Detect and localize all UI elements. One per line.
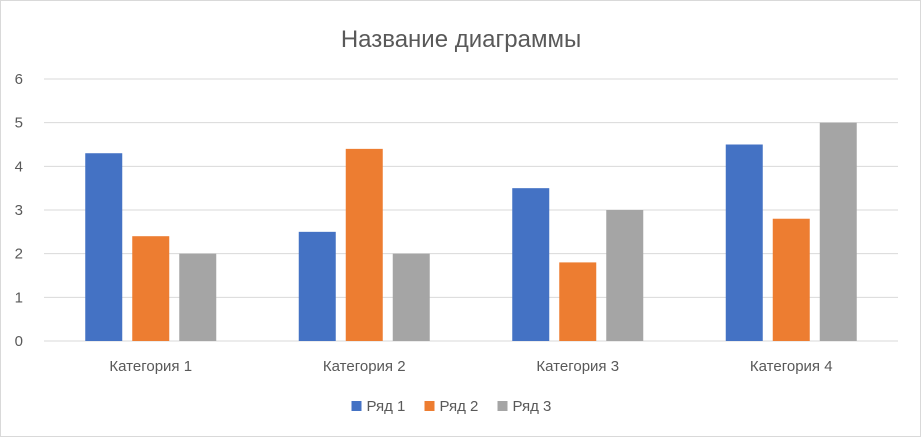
- bar-3-1: [179, 253, 217, 341]
- y-tick-label: 5: [15, 115, 23, 132]
- x-axis-categories: Категория 1 Категория 2 Категория 3 Категор…: [109, 358, 832, 375]
- bar-1-2: [298, 231, 336, 341]
- bar-1-1: [85, 153, 123, 341]
- y-tick-label: 3: [15, 202, 23, 219]
- category-label: Категория 4: [750, 358, 833, 375]
- bar-2-1: [132, 236, 170, 341]
- y-tick-label: 1: [15, 289, 23, 306]
- chart-title: Название диаграммы: [341, 26, 581, 53]
- bar-3-3: [606, 210, 644, 341]
- legend-label: Ряд 1: [367, 398, 406, 415]
- gridlines: [44, 78, 898, 342]
- legend-swatch: [351, 401, 362, 411]
- bar-2-4: [772, 218, 810, 341]
- legend-swatch: [497, 401, 508, 411]
- bar-1-3: [512, 188, 550, 341]
- bar-1-4: [725, 144, 763, 341]
- y-tick-label: 2: [15, 246, 23, 263]
- y-tick-label: 6: [15, 71, 23, 88]
- legend-swatch: [424, 401, 435, 411]
- legend-label: Ряд 3: [513, 398, 552, 415]
- legend: Ряд 1 Ряд 2 Ряд 3: [351, 398, 552, 415]
- y-axis-ticks: 0 1 2 3 4 5 6: [15, 71, 23, 350]
- bar-3-2: [392, 253, 430, 341]
- bar-3-4: [819, 122, 857, 342]
- bars: [85, 122, 857, 342]
- bar-2-3: [559, 262, 597, 341]
- y-tick-label: 4: [15, 158, 23, 175]
- legend-label: Ряд 2: [440, 398, 479, 415]
- bar-2-2: [345, 148, 383, 341]
- category-label: Категория 3: [536, 358, 619, 375]
- y-tick-label: 0: [15, 333, 23, 350]
- category-label: Категория 2: [323, 358, 406, 375]
- category-label: Категория 1: [109, 358, 192, 375]
